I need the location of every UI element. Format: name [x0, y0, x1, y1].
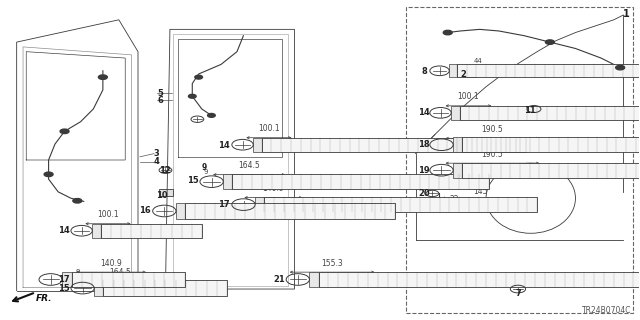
Text: 190.5: 190.5 — [481, 125, 503, 134]
Text: 10: 10 — [157, 190, 168, 200]
Text: 14: 14 — [418, 108, 430, 117]
Bar — [159, 189, 173, 196]
Bar — [449, 64, 457, 77]
Text: TR24B0704C: TR24B0704C — [582, 307, 632, 316]
Text: 22: 22 — [442, 180, 450, 186]
Text: 145: 145 — [473, 187, 488, 196]
Circle shape — [207, 114, 215, 117]
Circle shape — [188, 94, 196, 98]
Text: 1: 1 — [623, 9, 630, 19]
Circle shape — [99, 75, 108, 79]
Bar — [176, 203, 185, 219]
Bar — [92, 224, 100, 238]
Text: 20: 20 — [418, 189, 430, 198]
Text: 100.1: 100.1 — [258, 124, 280, 133]
Circle shape — [73, 198, 82, 203]
Text: 164.5: 164.5 — [109, 268, 131, 276]
Bar — [100, 224, 202, 238]
Circle shape — [444, 30, 452, 35]
Bar — [406, 7, 633, 313]
Text: 44: 44 — [474, 58, 483, 64]
Bar — [94, 280, 104, 296]
Bar — [253, 138, 262, 152]
Text: 15: 15 — [58, 284, 70, 292]
Text: 164.5: 164.5 — [238, 161, 260, 170]
Bar — [467, 65, 476, 76]
Text: 6: 6 — [157, 96, 163, 105]
Text: 22: 22 — [450, 195, 459, 204]
Text: FR.: FR. — [36, 294, 52, 303]
Text: 19: 19 — [418, 166, 430, 175]
Text: 17: 17 — [218, 200, 229, 209]
Bar — [232, 174, 488, 189]
Text: 17: 17 — [58, 275, 70, 284]
Text: 21: 21 — [273, 275, 285, 284]
Circle shape — [545, 40, 554, 44]
Text: 15: 15 — [187, 176, 198, 185]
Text: 140.9: 140.9 — [100, 259, 122, 268]
Bar — [104, 280, 227, 296]
Text: 12: 12 — [159, 166, 171, 175]
Text: 155.3: 155.3 — [321, 259, 343, 268]
Bar — [462, 163, 640, 178]
Bar — [462, 137, 640, 152]
Bar — [451, 106, 460, 120]
Circle shape — [616, 65, 625, 70]
Text: 2: 2 — [461, 70, 467, 79]
Text: 7: 7 — [515, 289, 521, 298]
Text: 14: 14 — [218, 141, 229, 150]
Text: 18: 18 — [418, 140, 430, 149]
Text: 9: 9 — [76, 269, 80, 275]
Text: 14: 14 — [58, 226, 70, 235]
Bar — [62, 272, 72, 287]
Circle shape — [60, 129, 69, 133]
Text: 140.9: 140.9 — [262, 184, 284, 193]
Bar — [319, 272, 640, 287]
Text: 16: 16 — [139, 206, 151, 215]
Bar — [453, 137, 462, 152]
Bar — [264, 197, 537, 212]
Text: 3: 3 — [154, 149, 160, 158]
Circle shape — [44, 172, 53, 177]
Text: 11: 11 — [524, 106, 536, 115]
Text: 190.5: 190.5 — [481, 150, 503, 159]
Bar — [460, 106, 640, 120]
Text: 100.1: 100.1 — [458, 92, 479, 101]
Bar — [185, 203, 396, 219]
Bar — [262, 138, 525, 152]
Text: 9: 9 — [201, 163, 206, 172]
Text: 4: 4 — [154, 157, 160, 166]
Bar — [457, 64, 640, 77]
Bar — [453, 163, 462, 178]
Bar — [255, 197, 264, 212]
Bar — [72, 272, 184, 287]
Text: 9: 9 — [204, 169, 208, 175]
Bar — [223, 174, 232, 189]
Bar — [310, 272, 319, 287]
Circle shape — [195, 75, 202, 79]
Text: 5: 5 — [157, 89, 163, 98]
Text: 100.1: 100.1 — [97, 210, 119, 219]
Text: 8: 8 — [422, 67, 428, 76]
